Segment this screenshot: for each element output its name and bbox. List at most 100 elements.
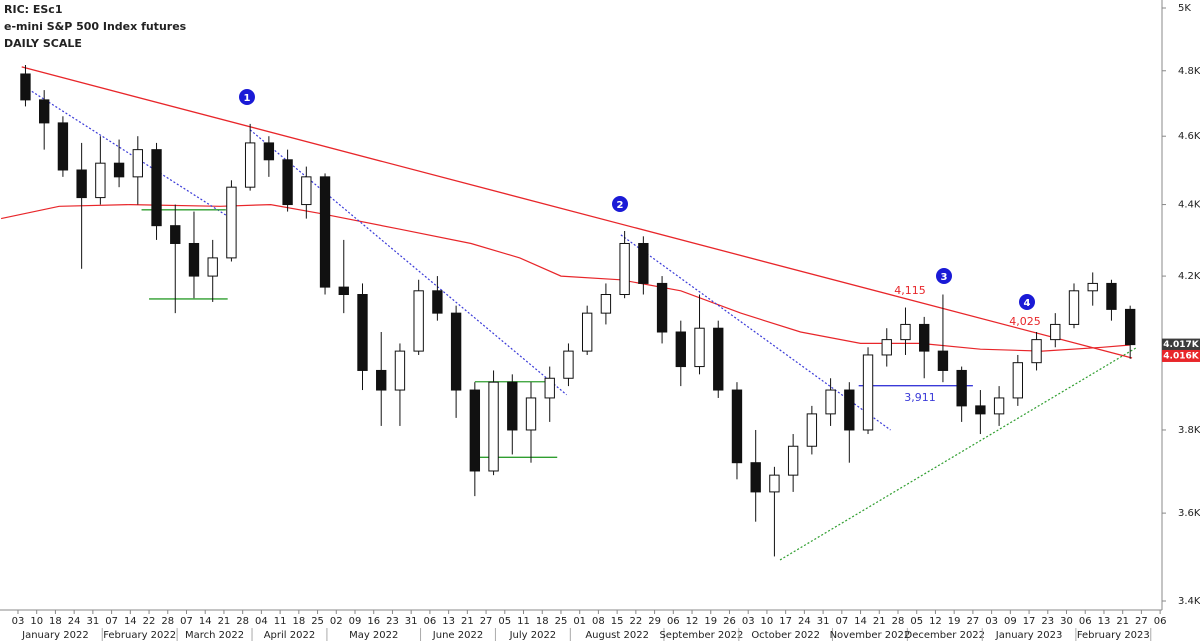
price-tag-box bbox=[1162, 338, 1200, 351]
x-tick-label: 03 bbox=[985, 616, 998, 627]
x-tick-label: 16 bbox=[367, 616, 380, 627]
month-label: May 2022 bbox=[349, 630, 398, 641]
candle-body bbox=[1106, 282, 1117, 310]
candle-body bbox=[170, 225, 181, 244]
x-tick-label: 24 bbox=[798, 616, 811, 627]
y-tick-label: 3.8K bbox=[1178, 425, 1200, 436]
candle-body bbox=[581, 312, 593, 352]
x-tick-label: 19 bbox=[948, 616, 961, 627]
x-tick-label: 27 bbox=[967, 616, 980, 627]
x-tick-label: 02 bbox=[330, 616, 343, 627]
candle-body bbox=[469, 389, 481, 472]
candle-body bbox=[132, 149, 143, 178]
x-tick-label: 11 bbox=[274, 616, 287, 627]
trend-line bbox=[249, 129, 567, 396]
x-tick-label: 22 bbox=[629, 616, 642, 627]
candle-body bbox=[731, 389, 743, 464]
candle-body bbox=[207, 257, 218, 277]
x-tick-label: 28 bbox=[161, 616, 174, 627]
x-tick-label: 31 bbox=[405, 616, 418, 627]
annotation: 3,911 bbox=[904, 391, 936, 404]
x-tick-label: 25 bbox=[311, 616, 324, 627]
trend-line bbox=[21, 66, 1133, 359]
candle-body bbox=[507, 381, 518, 431]
x-tick-label: 10 bbox=[30, 616, 43, 627]
price-tag-box bbox=[1162, 349, 1200, 362]
annotation: 4,115 bbox=[894, 284, 926, 297]
candle-body bbox=[226, 186, 237, 259]
marker-label: 4 bbox=[1024, 298, 1031, 309]
candle-body bbox=[263, 142, 275, 161]
x-tick-label: 11 bbox=[517, 616, 530, 627]
x-tick-label: 08 bbox=[592, 616, 605, 627]
month-label: August 2022 bbox=[585, 630, 649, 641]
x-tick-label: 14 bbox=[124, 616, 137, 627]
x-tick-label: 14 bbox=[854, 616, 867, 627]
marker-label: 3 bbox=[941, 272, 948, 283]
candle-body bbox=[188, 242, 200, 277]
x-tick-label: 25 bbox=[555, 616, 568, 627]
month-label: February 2023 bbox=[1077, 630, 1150, 641]
x-tick-label: 06 bbox=[1154, 616, 1167, 627]
x-tick-label: 06 bbox=[424, 616, 437, 627]
x-tick-label: 28 bbox=[892, 616, 905, 627]
candle-body bbox=[151, 149, 162, 227]
candle-body bbox=[1124, 308, 1136, 346]
candle-body bbox=[750, 462, 761, 493]
month-label: December 2022 bbox=[905, 630, 985, 641]
candle-body bbox=[319, 176, 331, 288]
x-tick-label: 13 bbox=[1098, 616, 1111, 627]
x-tick-label: 21 bbox=[218, 616, 231, 627]
candle-body bbox=[20, 73, 31, 101]
candle-body bbox=[1087, 282, 1098, 292]
candle-body bbox=[432, 290, 443, 314]
x-tick-label: 27 bbox=[480, 616, 493, 627]
x-tick-label: 12 bbox=[686, 616, 699, 627]
x-tick-label: 26 bbox=[723, 616, 736, 627]
x-tick-label: 22 bbox=[143, 616, 156, 627]
trend-line bbox=[779, 347, 1137, 561]
x-tick-label: 21 bbox=[461, 616, 474, 627]
trend-line bbox=[21, 84, 227, 216]
y-tick-label: 5K bbox=[1178, 3, 1191, 14]
x-tick-label: 23 bbox=[1041, 616, 1054, 627]
x-tick-label: 06 bbox=[1079, 616, 1092, 627]
candle-body bbox=[301, 176, 312, 206]
candle-body bbox=[675, 331, 686, 368]
scale-note: DAILY SCALE bbox=[4, 37, 82, 50]
x-tick-label: 09 bbox=[1004, 616, 1017, 627]
x-tick-label: 18 bbox=[292, 616, 305, 627]
x-tick-label: 24 bbox=[68, 616, 81, 627]
chart-subtitle: e-mini S&P 500 Index futures bbox=[4, 20, 187, 33]
y-tick-label: 4.6K bbox=[1178, 131, 1200, 142]
candle-body bbox=[95, 162, 106, 199]
x-tick-label: 23 bbox=[386, 616, 399, 627]
candle-body bbox=[39, 99, 50, 124]
candle-body bbox=[338, 286, 349, 296]
x-tick-label: 07 bbox=[180, 616, 193, 627]
x-tick-label: 21 bbox=[1116, 616, 1129, 627]
x-tick-label: 04 bbox=[255, 616, 268, 627]
candle-body bbox=[113, 162, 125, 178]
month-label: April 2022 bbox=[264, 630, 315, 641]
marker-label: 2 bbox=[617, 200, 624, 211]
candle-body bbox=[76, 169, 87, 199]
x-tick-label: 07 bbox=[835, 616, 848, 627]
x-tick-label: 07 bbox=[105, 616, 118, 627]
candle-body bbox=[376, 369, 387, 391]
x-tick-label: 28 bbox=[236, 616, 249, 627]
x-tick-label: 18 bbox=[536, 616, 549, 627]
x-tick-label: 30 bbox=[1060, 616, 1073, 627]
marker-circle bbox=[612, 196, 628, 212]
x-tick-label: 14 bbox=[199, 616, 212, 627]
x-tick-label: 01 bbox=[573, 616, 586, 627]
candle-body bbox=[244, 142, 256, 188]
candle-body bbox=[488, 381, 499, 472]
x-tick-label: 21 bbox=[873, 616, 886, 627]
candle-body bbox=[1068, 290, 1080, 325]
candle-body bbox=[844, 389, 855, 431]
x-tick-label: 17 bbox=[779, 616, 792, 627]
x-tick-label: 03 bbox=[12, 616, 25, 627]
x-tick-label: 09 bbox=[349, 616, 362, 627]
candle-body bbox=[975, 405, 986, 415]
